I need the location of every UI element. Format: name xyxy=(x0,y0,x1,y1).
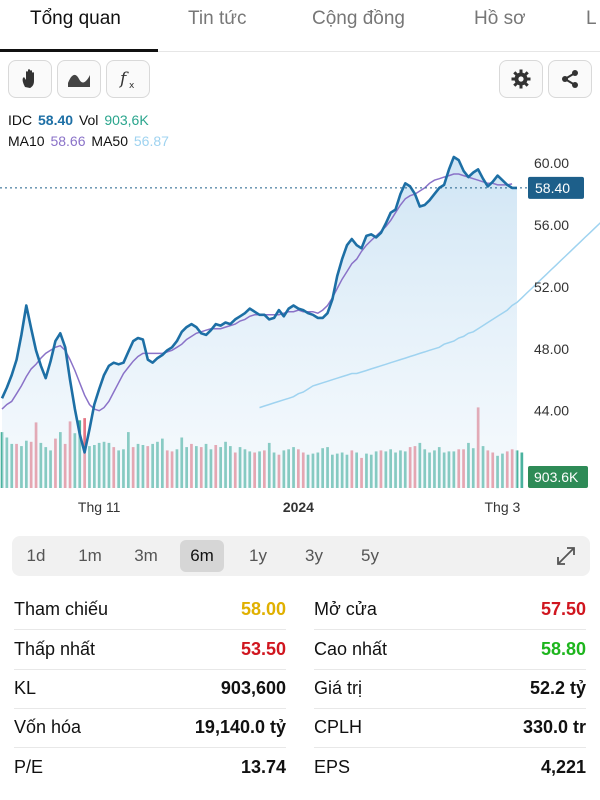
price-line xyxy=(0,155,517,454)
stat-label: Giá trị xyxy=(314,678,363,698)
stat-eps: EPS 4,221 xyxy=(314,748,586,788)
stat-high-price: Cao nhất 58.80 xyxy=(314,630,586,670)
share-icon xyxy=(562,70,578,88)
function-button[interactable]: f x xyxy=(106,60,150,98)
range-6m[interactable]: 6m xyxy=(180,540,224,572)
y-tick-label: 56.00 xyxy=(534,217,569,233)
range-1d[interactable]: 1d xyxy=(26,546,46,565)
svg-text:f: f xyxy=(118,69,129,89)
range-3y[interactable]: 3y xyxy=(305,546,323,565)
legend-vol: 903,6K xyxy=(104,112,149,128)
hand-icon xyxy=(22,69,34,88)
legend-price: 58.40 xyxy=(38,112,74,128)
stat-shares-outstanding: CPLH 330.0 tr xyxy=(314,708,586,748)
y-tick-label: 60.00 xyxy=(534,155,569,171)
tab-overview[interactable]: Tổng quan xyxy=(30,8,121,29)
tab-news[interactable]: Tin tức xyxy=(188,8,247,29)
stat-label: Thấp nhất xyxy=(14,639,96,659)
price-legend: IDC 58.40 Vol 903,6K xyxy=(8,112,151,128)
ma50-line xyxy=(259,222,600,409)
gear-icon xyxy=(511,69,531,89)
stat-label: Tham chiếu xyxy=(14,599,109,619)
stat-label: KL xyxy=(14,678,37,698)
legend-ma50-label: MA50 xyxy=(91,133,128,149)
y-tick-label: 44.00 xyxy=(534,403,569,419)
stat-label: Vốn hóa xyxy=(14,717,82,737)
tab-more[interactable]: L xyxy=(586,8,597,29)
legend-vol-label: Vol xyxy=(78,112,99,128)
stat-value: 903,600 xyxy=(220,678,286,698)
stat-value: 4,221 xyxy=(540,757,586,777)
tab-profile[interactable]: Hồ sơ xyxy=(474,8,526,29)
volume-bar xyxy=(515,450,519,488)
stat-reference-price: Tham chiếu 58.00 xyxy=(14,590,286,630)
ma-legend: MA10 58.66 MA50 56.87 xyxy=(8,133,171,149)
last-price-tag xyxy=(528,176,584,199)
top-tab-bar: Tổng quan Tin tức Cộng đồng Hồ sơ L xyxy=(0,0,600,52)
range-3m[interactable]: 3m xyxy=(134,546,158,565)
stat-label: CPLH xyxy=(314,717,363,737)
stat-value: 52.2 tỷ xyxy=(529,678,586,698)
legend-ma50: 56.87 xyxy=(133,133,169,149)
line-style-button[interactable] xyxy=(57,60,101,98)
stat-value: 58.80 xyxy=(540,639,586,659)
ma10-line xyxy=(1,173,513,412)
share-button[interactable] xyxy=(548,60,592,98)
expand-icon[interactable] xyxy=(554,544,578,568)
stat-open-price: Mở cửa 57.50 xyxy=(314,590,586,630)
stat-value: 19,140.0 tỷ xyxy=(194,717,286,737)
stat-label: P/E xyxy=(14,757,44,777)
stat-label: Cao nhất xyxy=(314,639,388,659)
stat-value: 13.74 xyxy=(240,757,286,777)
y-tick-label: 52.00 xyxy=(534,279,569,295)
range-5y[interactable]: 5y xyxy=(361,546,379,565)
legend-symbol: IDC xyxy=(8,112,33,128)
tab-community[interactable]: Cộng đồng xyxy=(312,8,405,29)
stat-pe: P/E 13.74 xyxy=(14,748,286,788)
stat-value: 58.00 xyxy=(240,599,286,619)
stat-volume: KL 903,600 xyxy=(14,669,286,709)
range-1m[interactable]: 1m xyxy=(78,546,102,565)
stat-low-price: Thấp nhất 53.50 xyxy=(14,630,286,670)
x-tick-label: 2024 xyxy=(283,499,314,515)
stat-value-traded: Giá trị 52.2 tỷ xyxy=(314,669,586,709)
x-tick-label: Thg 3 xyxy=(484,499,520,515)
price-area xyxy=(2,157,517,488)
legend-ma10-label: MA10 xyxy=(8,133,45,149)
stat-value: 53.50 xyxy=(240,639,286,659)
hand-tool-button[interactable] xyxy=(8,60,52,98)
svg-text:x: x xyxy=(129,81,135,91)
stat-value: 57.50 xyxy=(540,599,586,619)
range-selector: 1d 1m 3m 6m 1y 3y 5y xyxy=(12,536,590,576)
last-price-tag-label: 58.40 xyxy=(535,180,570,196)
x-tick-label: Thg 11 xyxy=(78,499,121,515)
y-tick-label: 48.00 xyxy=(534,341,569,357)
legend-ma10: 58.66 xyxy=(50,133,86,149)
volume-bar xyxy=(520,452,524,488)
stat-value: 330.0 tr xyxy=(522,717,586,737)
stat-label: EPS xyxy=(314,757,351,777)
volume-tag xyxy=(528,466,588,488)
active-tab-indicator xyxy=(0,49,158,52)
line-style-icon xyxy=(68,74,90,87)
volume-tag-label: 903.6K xyxy=(534,469,579,485)
function-icon: f x xyxy=(118,69,135,91)
settings-button[interactable] xyxy=(499,60,543,98)
range-1y[interactable]: 1y xyxy=(249,546,267,565)
stat-label: Mở cửa xyxy=(314,599,377,619)
stat-market-cap: Vốn hóa 19,140.0 tỷ xyxy=(14,708,286,748)
